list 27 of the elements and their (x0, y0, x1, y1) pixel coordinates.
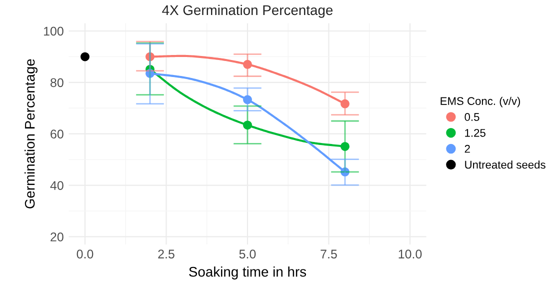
x-tick-label: 2.5 (158, 250, 174, 258)
point (340, 99, 350, 108)
legend-label: 1.25 (465, 128, 486, 137)
point (243, 95, 252, 104)
point (340, 142, 350, 151)
point (146, 52, 154, 62)
x-tick-label: 7.5 (320, 250, 337, 258)
point (146, 68, 154, 78)
x-tick-label: 10.0 (398, 250, 422, 258)
x-tick-label: 0.0 (76, 250, 94, 258)
y-axis-title: Germination Percentage (24, 59, 38, 208)
point (243, 60, 252, 69)
x-tick-label: 5.0 (239, 250, 256, 258)
point (80, 52, 90, 62)
y-tick-label: 40 (50, 181, 64, 190)
legend-title: EMS Conc. (v/v) (440, 96, 520, 108)
y-tick-label: 80 (50, 78, 64, 88)
legend-label: 2 (464, 144, 470, 153)
legend-label: 0.5 (464, 113, 480, 121)
chart-title: 4X Germination Percentage (162, 4, 333, 18)
y-tick-label: 100 (44, 26, 64, 36)
legend-label: Untreated seeds (465, 160, 546, 169)
y-tick-label: 60 (50, 130, 64, 139)
x-axis-title: Soaking time in hrs (189, 266, 306, 280)
y-tick-label: 20 (50, 232, 64, 242)
point (243, 120, 252, 130)
point (340, 167, 350, 176)
